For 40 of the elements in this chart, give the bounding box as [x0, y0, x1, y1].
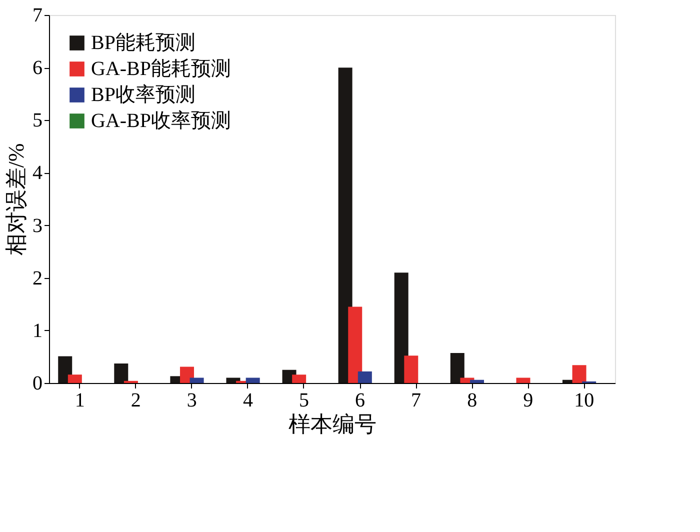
- bar: [246, 378, 260, 383]
- x-tick-label: 2: [130, 390, 141, 412]
- y-axis-title: 相对误差/%: [4, 143, 28, 256]
- x-tick-label: 4: [242, 390, 253, 412]
- x-tick-label: 10: [574, 390, 594, 412]
- bar: [394, 272, 408, 383]
- x-axis-title: 样本编号: [288, 412, 376, 436]
- y-tick-label: 7: [32, 4, 42, 26]
- y-tick-label: 6: [32, 57, 42, 80]
- x-tick-label: 8: [467, 390, 478, 412]
- bar: [572, 365, 586, 383]
- y-tick-label: 2: [32, 267, 42, 290]
- bar: [516, 378, 530, 383]
- x-tick-label: 9: [523, 390, 534, 412]
- legend-label: BP能耗预测: [91, 32, 196, 54]
- bar: [404, 356, 418, 383]
- bar: [114, 364, 128, 383]
- y-tick-label: 3: [32, 214, 42, 237]
- legend-label: GA-BP收率预测: [91, 110, 232, 132]
- bar: [450, 353, 464, 383]
- y-tick-label: 1: [32, 320, 42, 342]
- bar: [348, 306, 362, 383]
- y-tick-label: 0: [32, 372, 42, 394]
- bar: [180, 366, 194, 383]
- x-tick-label: 5: [298, 390, 309, 412]
- legend-label: BP收率预测: [91, 84, 196, 106]
- bar: [470, 380, 484, 383]
- bar: [190, 378, 204, 383]
- y-tick-label: 4: [32, 162, 42, 184]
- bar: [338, 68, 352, 383]
- x-tick-label: 7: [411, 390, 422, 412]
- bar: [58, 356, 72, 383]
- bar: [68, 374, 82, 383]
- bar: [358, 371, 372, 383]
- x-tick-label: 3: [186, 390, 197, 412]
- legend-label: GA-BP能耗预测: [91, 58, 232, 80]
- x-tick-label: 1: [74, 390, 85, 412]
- y-tick-label: 5: [32, 110, 42, 132]
- x-tick-label: 6: [355, 390, 366, 412]
- bar: [292, 374, 306, 383]
